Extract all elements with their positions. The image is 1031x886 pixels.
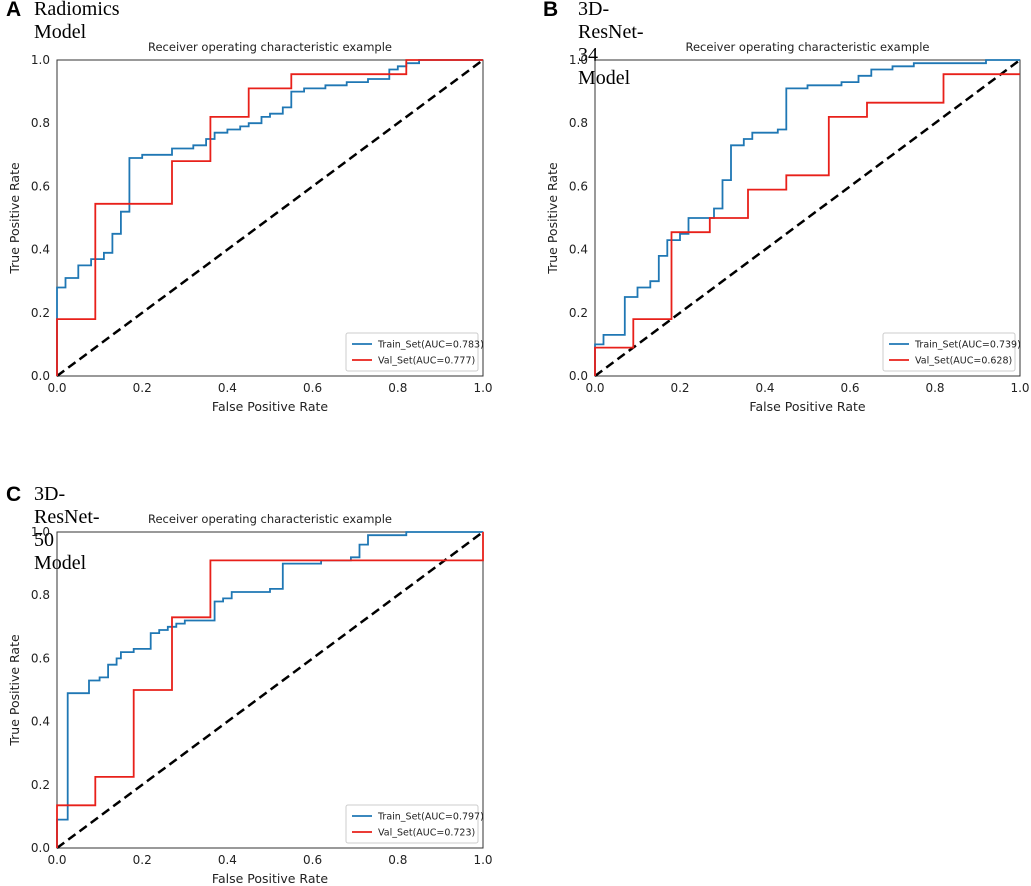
x-tick-label: 0.2 bbox=[133, 381, 152, 395]
chart-title: Receiver operating characteristic exampl… bbox=[148, 40, 392, 54]
chart-title: Receiver operating characteristic exampl… bbox=[148, 512, 392, 526]
x-tick-label: 0.0 bbox=[585, 381, 604, 395]
panel-title: 3D-ResNet-34 Model bbox=[578, 0, 644, 89]
y-tick-label: 0.6 bbox=[31, 651, 50, 665]
chance-diagonal-line bbox=[56, 58, 484, 378]
y-axis-label: True Positive Rate bbox=[7, 634, 22, 747]
train-roc-curve bbox=[56, 59, 483, 376]
y-tick-label: 0.8 bbox=[569, 116, 588, 130]
plot-frame bbox=[594, 59, 1021, 377]
panel-title: Radiomics Model bbox=[34, 0, 120, 43]
panel-title: 3D-ResNet-50 Model bbox=[34, 483, 100, 574]
y-tick-label: 0.4 bbox=[31, 715, 50, 729]
y-axis-label: True Positive Rate bbox=[7, 162, 22, 275]
x-tick-label: 0.2 bbox=[670, 381, 689, 395]
x-tick-label: 0.2 bbox=[133, 853, 152, 867]
x-tick-label: 0.6 bbox=[303, 381, 322, 395]
legend-box bbox=[345, 804, 479, 844]
x-tick-label: 0.8 bbox=[388, 853, 407, 867]
train-roc-curve bbox=[594, 59, 1020, 376]
y-tick-label: 0.2 bbox=[31, 778, 50, 792]
legend-label: Train_Set(AUC=0.797) bbox=[377, 812, 484, 823]
x-tick-label: 0.6 bbox=[840, 381, 859, 395]
train-roc-curve bbox=[56, 531, 483, 848]
legend-box bbox=[882, 332, 1016, 372]
y-tick-label: 1.0 bbox=[31, 53, 50, 67]
val-roc-curve bbox=[56, 532, 484, 848]
y-tick-label: 0.4 bbox=[569, 243, 588, 257]
y-tick-label: 0.6 bbox=[31, 179, 50, 193]
legend-label: Val_Set(AUC=0.628) bbox=[915, 356, 1012, 367]
x-tick-label: 1.0 bbox=[1010, 381, 1029, 395]
x-axis-label: False Positive Rate bbox=[749, 399, 865, 414]
x-tick-label: 0.6 bbox=[303, 853, 322, 867]
y-tick-label: 1.0 bbox=[31, 525, 50, 539]
panel-letter: B bbox=[543, 0, 559, 21]
x-tick-label: 0.0 bbox=[47, 381, 66, 395]
x-tick-label: 0.0 bbox=[47, 853, 66, 867]
plot-frame bbox=[56, 531, 484, 849]
x-tick-label: 0.8 bbox=[925, 381, 944, 395]
y-tick-label: 0.8 bbox=[31, 116, 50, 130]
x-tick-label: 0.8 bbox=[388, 381, 407, 395]
y-tick-label: 0.6 bbox=[569, 179, 588, 193]
y-tick-label: 1.0 bbox=[569, 53, 588, 67]
x-axis-label: False Positive Rate bbox=[212, 871, 328, 886]
x-axis-label: False Positive Rate bbox=[212, 399, 328, 414]
x-tick-label: 0.4 bbox=[755, 381, 774, 395]
y-tick-label: 0.0 bbox=[569, 369, 588, 383]
y-tick-label: 0.0 bbox=[31, 369, 50, 383]
x-tick-label: 0.4 bbox=[218, 853, 237, 867]
y-axis-label: True Positive Rate bbox=[545, 162, 560, 275]
y-tick-label: 0.4 bbox=[31, 243, 50, 257]
y-tick-label: 0.2 bbox=[31, 306, 50, 320]
x-tick-label: 1.0 bbox=[473, 381, 492, 395]
legend-label: Train_Set(AUC=0.739) bbox=[914, 340, 1021, 351]
panel-letter: A bbox=[6, 0, 22, 21]
chart-title: Receiver operating characteristic exampl… bbox=[686, 40, 930, 54]
y-tick-label: 0.2 bbox=[569, 306, 588, 320]
x-tick-label: 0.4 bbox=[218, 381, 237, 395]
plot-frame bbox=[56, 59, 484, 377]
x-tick-label: 1.0 bbox=[473, 853, 492, 867]
y-tick-label: 0.8 bbox=[31, 588, 50, 602]
panel-letter: C bbox=[6, 483, 22, 506]
legend-label: Val_Set(AUC=0.777) bbox=[378, 356, 475, 367]
chance-diagonal-line bbox=[56, 530, 484, 850]
legend-label: Val_Set(AUC=0.723) bbox=[378, 828, 475, 839]
legend-label: Train_Set(AUC=0.783) bbox=[377, 340, 484, 351]
val-roc-curve bbox=[56, 59, 483, 376]
legend-box bbox=[345, 332, 479, 372]
chance-diagonal-line bbox=[594, 58, 1021, 378]
y-tick-label: 0.0 bbox=[31, 841, 50, 855]
val-roc-curve bbox=[594, 73, 1020, 376]
